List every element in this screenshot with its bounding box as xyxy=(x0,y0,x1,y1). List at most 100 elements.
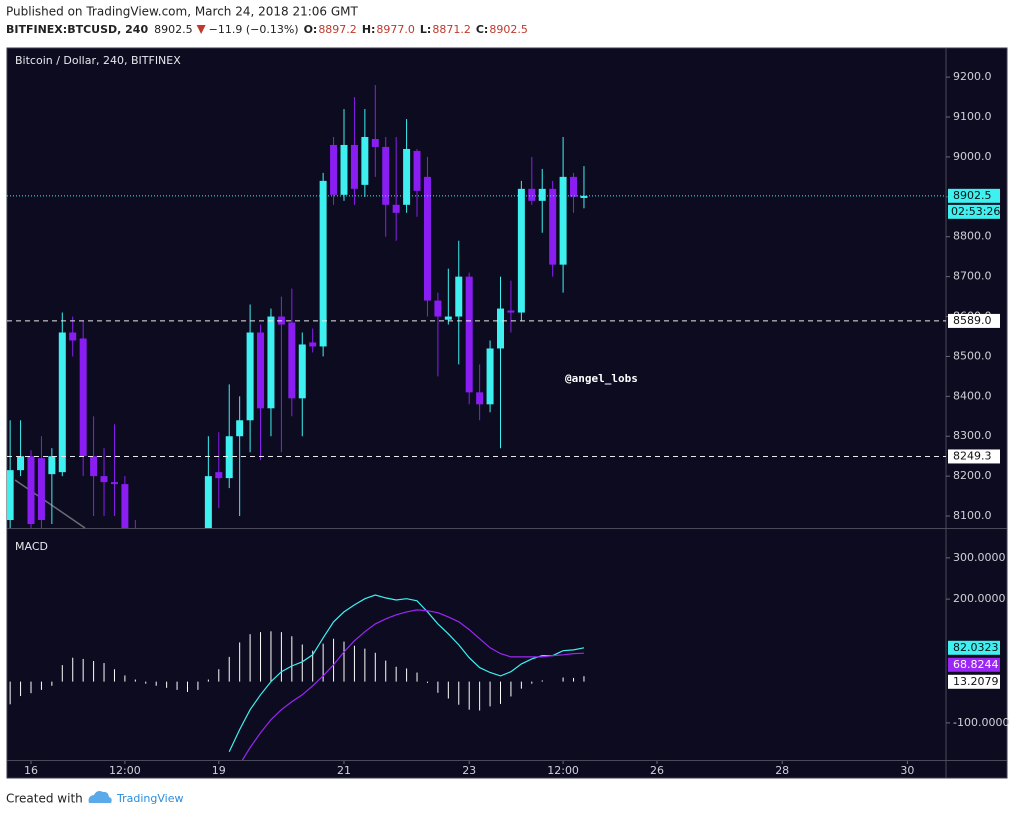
candle-body xyxy=(100,476,108,483)
candle-body xyxy=(517,188,525,313)
x-tick-label: 12:00 xyxy=(547,764,579,777)
candle-body xyxy=(267,316,275,409)
candle-body xyxy=(496,308,504,349)
header-field: O: xyxy=(304,23,318,36)
y-tick-label: 8100.0 xyxy=(953,509,992,522)
chart-panel xyxy=(6,47,1008,779)
axes: 8100.08200.08300.08400.08500.08600.08700… xyxy=(24,70,1009,777)
x-tick-label: 19 xyxy=(212,764,226,777)
y-tick-label: 8500.0 xyxy=(953,349,992,362)
macd-pane xyxy=(9,594,585,760)
level-label-bg xyxy=(948,313,1000,328)
candle-body xyxy=(37,458,45,521)
watermark: @angel_lobs xyxy=(565,372,638,385)
level-label: 8249.3 xyxy=(953,449,992,462)
macd-line xyxy=(241,609,585,760)
candle-body xyxy=(455,276,463,317)
candle-body xyxy=(413,150,421,191)
footer-brand[interactable]: TradingView xyxy=(116,792,183,805)
candle-body xyxy=(48,456,56,475)
candle-body xyxy=(444,316,452,320)
candle-body xyxy=(110,482,118,485)
y-tick-label: 9100.0 xyxy=(953,110,992,123)
value-label-bg xyxy=(948,674,1000,689)
header-field: 8871.2 xyxy=(432,23,471,36)
x-tick-label: 21 xyxy=(337,764,351,777)
candle-body xyxy=(257,332,265,409)
candle-body xyxy=(7,470,14,521)
footer-created: Created with xyxy=(6,792,83,806)
candle-body xyxy=(236,420,244,437)
candle-body xyxy=(371,138,379,147)
candle-body xyxy=(549,188,557,265)
candle-body xyxy=(246,332,254,421)
y-tick-label: 8400.0 xyxy=(953,389,992,402)
tradingview-logo xyxy=(88,791,112,803)
candle-body xyxy=(528,188,536,201)
candle-body xyxy=(538,188,546,201)
value-label: 82.0323 xyxy=(953,641,999,654)
header-field: L: xyxy=(420,23,431,36)
candle-body xyxy=(382,146,390,205)
candle-body xyxy=(309,342,317,347)
header-field: 8902.5 xyxy=(154,23,193,36)
macd-title: MACD xyxy=(15,540,48,553)
candle-body xyxy=(298,344,306,399)
candle-body xyxy=(330,144,338,195)
countdown-label: 02:53:26 xyxy=(951,205,1000,218)
candle-body xyxy=(434,300,442,317)
level-label: 8589.0 xyxy=(953,314,992,327)
header-field: −11.9 (−0.13%) xyxy=(209,23,299,36)
candle-body xyxy=(69,332,77,341)
header-field: 8902.5 xyxy=(489,23,528,36)
y-tick-label: -100.0000 xyxy=(953,716,1009,729)
candle-body xyxy=(580,195,588,198)
value-label-bg xyxy=(948,657,1000,672)
x-tick-label: 30 xyxy=(900,764,914,777)
down-arrow xyxy=(196,25,206,34)
y-tick-label: 8800.0 xyxy=(953,230,992,243)
y-tick-label: 300.0000 xyxy=(953,551,1006,564)
candle-body xyxy=(507,310,515,313)
candle-body xyxy=(486,348,494,405)
x-tick-label: 12:00 xyxy=(109,764,141,777)
x-tick-label: 28 xyxy=(775,764,789,777)
macd-line xyxy=(228,594,585,753)
candle-body xyxy=(476,392,484,405)
candle-body xyxy=(79,338,87,457)
candle-body xyxy=(215,472,223,479)
x-tick-label: 23 xyxy=(462,764,476,777)
countdown-bg xyxy=(948,204,1000,219)
value-label-bg xyxy=(948,640,1000,655)
chart-title: Bitcoin / Dollar, 240, BITFINEX xyxy=(15,54,181,67)
trendline-drawing xyxy=(14,479,86,529)
candle-body xyxy=(570,176,578,197)
y-tick-label: 9200.0 xyxy=(953,70,992,83)
symbol-line: BITFINEX:BTCUSD, 240 8902.5 −11.9 (−0.13%)… xyxy=(6,23,528,36)
last-price-bg xyxy=(948,188,1000,203)
candle-body xyxy=(225,436,233,479)
candle-body xyxy=(27,456,35,525)
value-label: 68.8244 xyxy=(953,658,999,671)
price-pane xyxy=(7,85,946,528)
header-field: H: xyxy=(362,23,376,36)
candle-body xyxy=(392,204,400,213)
y-tick-label: 8300.0 xyxy=(953,429,992,442)
y-tick-label: 200.0000 xyxy=(953,592,1006,605)
candle-body xyxy=(288,322,296,399)
candle-body xyxy=(121,484,129,528)
candle-body xyxy=(403,148,411,205)
candle-body xyxy=(17,456,25,471)
y-tick-label: 8200.0 xyxy=(953,469,992,482)
y-tick-label: 9000.0 xyxy=(953,150,992,163)
candle-body xyxy=(361,136,369,185)
x-tick-label: 16 xyxy=(24,764,38,777)
header-field: BITFINEX:BTCUSD, 240 xyxy=(6,23,148,36)
candle-body xyxy=(90,456,98,477)
header-field: C: xyxy=(476,23,488,36)
x-tick-label: 26 xyxy=(650,764,664,777)
candle-body xyxy=(423,176,431,301)
level-label-bg xyxy=(948,449,1000,464)
candle-body xyxy=(204,476,212,528)
